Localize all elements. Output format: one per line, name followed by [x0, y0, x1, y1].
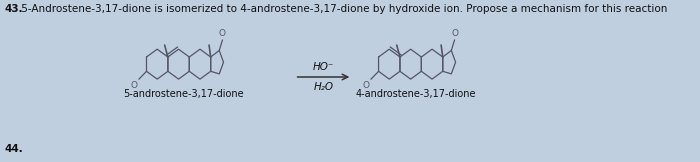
Text: 44.: 44. — [4, 144, 23, 154]
Text: 5-Androstene-3,17-dione is isomerized to 4-androstene-3,17-dione by hydroxide io: 5-Androstene-3,17-dione is isomerized to… — [18, 4, 668, 14]
Text: O: O — [363, 81, 370, 90]
Text: HO⁻: HO⁻ — [313, 62, 334, 72]
Text: 43.: 43. — [4, 4, 22, 14]
Text: O: O — [451, 29, 458, 38]
Text: 4-androstene-3,17-dione: 4-androstene-3,17-dione — [356, 89, 476, 99]
Text: O: O — [219, 29, 226, 38]
Text: H₂O: H₂O — [314, 82, 333, 92]
Text: O: O — [130, 81, 137, 90]
Text: 5-androstene-3,17-dione: 5-androstene-3,17-dione — [124, 89, 244, 99]
